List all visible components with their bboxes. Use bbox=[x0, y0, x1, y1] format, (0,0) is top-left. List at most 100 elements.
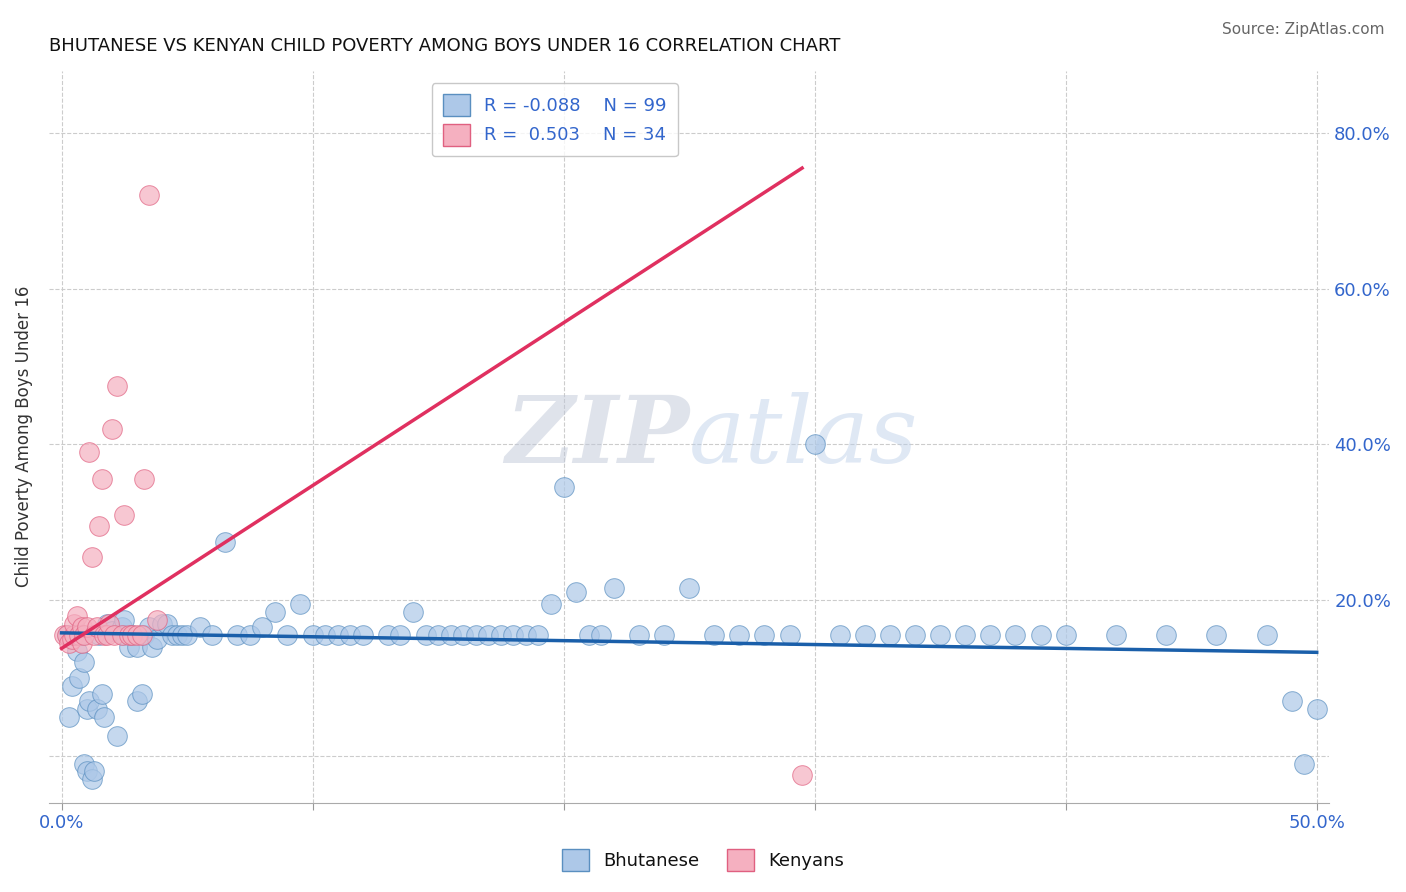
Point bbox=[678, 582, 700, 596]
Point bbox=[63, 628, 86, 642]
Point bbox=[377, 628, 399, 642]
Point bbox=[170, 628, 193, 642]
Point bbox=[156, 616, 179, 631]
Point bbox=[352, 628, 374, 642]
Point bbox=[1281, 694, 1303, 708]
Point bbox=[65, 644, 87, 658]
Point bbox=[929, 628, 952, 642]
Point bbox=[118, 628, 141, 642]
Point bbox=[502, 628, 524, 642]
Point bbox=[121, 628, 143, 642]
Point bbox=[176, 628, 198, 642]
Point bbox=[73, 628, 96, 642]
Point bbox=[90, 687, 112, 701]
Legend: Bhutanese, Kenyans: Bhutanese, Kenyans bbox=[555, 842, 851, 879]
Point bbox=[477, 628, 499, 642]
Point bbox=[76, 620, 98, 634]
Point bbox=[515, 628, 537, 642]
Point bbox=[1305, 702, 1327, 716]
Point bbox=[134, 473, 156, 487]
Point bbox=[150, 616, 173, 631]
Point bbox=[301, 628, 323, 642]
Point bbox=[90, 473, 112, 487]
Point bbox=[112, 508, 135, 522]
Point bbox=[112, 628, 135, 642]
Point bbox=[63, 628, 86, 642]
Point bbox=[111, 628, 134, 642]
Point bbox=[264, 605, 287, 619]
Point bbox=[540, 597, 562, 611]
Point bbox=[451, 628, 474, 642]
Point bbox=[76, 702, 98, 716]
Point bbox=[553, 480, 575, 494]
Point bbox=[226, 628, 249, 642]
Point bbox=[1205, 628, 1227, 642]
Point bbox=[70, 620, 93, 634]
Point bbox=[67, 671, 90, 685]
Point bbox=[603, 582, 626, 596]
Point bbox=[93, 710, 115, 724]
Point bbox=[125, 640, 148, 654]
Point bbox=[70, 636, 93, 650]
Point bbox=[252, 620, 274, 634]
Point bbox=[1054, 628, 1077, 642]
Point bbox=[201, 628, 224, 642]
Point bbox=[96, 628, 118, 642]
Point bbox=[146, 632, 169, 646]
Point bbox=[134, 628, 156, 642]
Point bbox=[125, 694, 148, 708]
Point bbox=[63, 616, 86, 631]
Point bbox=[105, 379, 128, 393]
Point bbox=[1256, 628, 1278, 642]
Point bbox=[1294, 756, 1316, 771]
Point bbox=[1154, 628, 1177, 642]
Point bbox=[73, 656, 96, 670]
Point bbox=[239, 628, 262, 642]
Point bbox=[415, 628, 437, 642]
Y-axis label: Child Poverty Among Boys Under 16: Child Poverty Among Boys Under 16 bbox=[15, 286, 32, 587]
Point bbox=[76, 764, 98, 779]
Point bbox=[67, 628, 90, 642]
Point bbox=[125, 628, 148, 642]
Point bbox=[73, 756, 96, 771]
Point bbox=[58, 636, 80, 650]
Point bbox=[93, 628, 115, 642]
Point bbox=[105, 730, 128, 744]
Point bbox=[146, 613, 169, 627]
Point bbox=[83, 628, 105, 642]
Point bbox=[112, 613, 135, 627]
Point bbox=[1029, 628, 1052, 642]
Point bbox=[754, 628, 776, 642]
Point bbox=[138, 188, 160, 202]
Point bbox=[803, 437, 825, 451]
Point bbox=[100, 422, 122, 436]
Point bbox=[527, 628, 550, 642]
Point bbox=[77, 445, 100, 459]
Point bbox=[141, 640, 163, 654]
Point bbox=[790, 768, 813, 782]
Point bbox=[166, 628, 188, 642]
Point bbox=[489, 628, 512, 642]
Point bbox=[853, 628, 876, 642]
Point bbox=[89, 519, 111, 533]
Text: ZIP: ZIP bbox=[505, 392, 689, 482]
Point bbox=[86, 702, 108, 716]
Point bbox=[55, 628, 77, 642]
Point bbox=[86, 620, 108, 634]
Point bbox=[464, 628, 486, 642]
Point bbox=[60, 632, 83, 646]
Point bbox=[121, 628, 143, 642]
Point bbox=[89, 628, 111, 642]
Point bbox=[879, 628, 901, 642]
Point bbox=[83, 764, 105, 779]
Point bbox=[578, 628, 600, 642]
Point bbox=[65, 628, 87, 642]
Point bbox=[276, 628, 298, 642]
Point bbox=[339, 628, 361, 642]
Point bbox=[652, 628, 675, 642]
Point bbox=[70, 628, 93, 642]
Point bbox=[828, 628, 851, 642]
Point bbox=[55, 628, 77, 642]
Point bbox=[1004, 628, 1026, 642]
Point bbox=[131, 628, 153, 642]
